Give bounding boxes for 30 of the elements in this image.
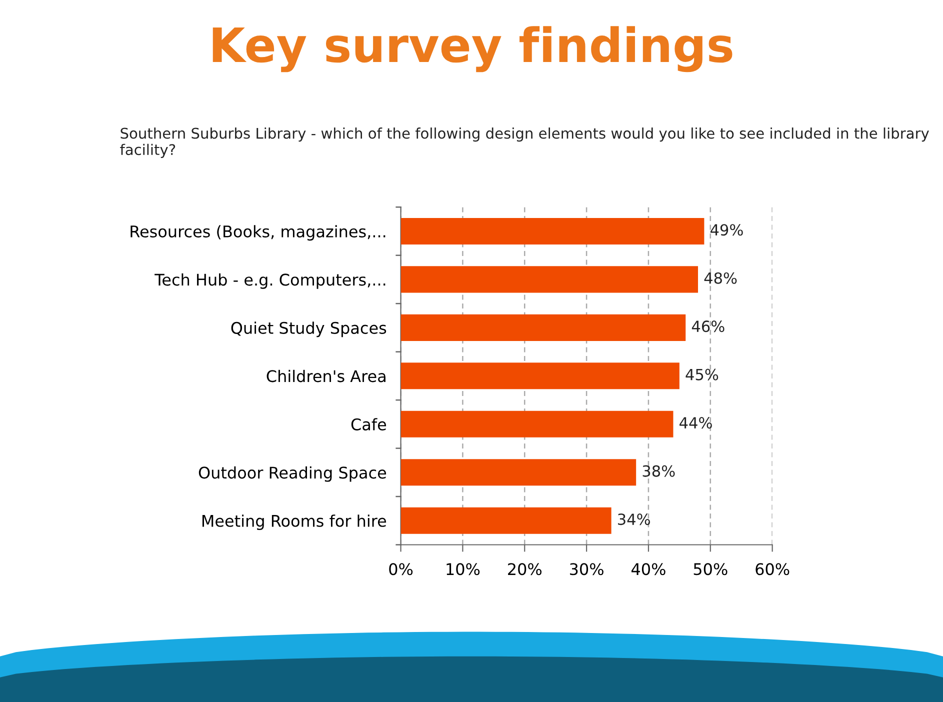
- y-tick-label: Children's Area: [266, 370, 386, 382]
- y-tick-label: Quiet Study Spaces: [231, 322, 386, 338]
- data-label: 48%: [704, 272, 737, 284]
- chart-title: Key survey findings: [212, 26, 732, 72]
- x-tick-label: 0%: [389, 563, 413, 576]
- x-tick-label: 30%: [570, 563, 604, 576]
- bar: [400, 314, 686, 341]
- data-label: 49%: [710, 224, 743, 236]
- x-tick-label: 10%: [446, 563, 480, 576]
- y-tick-label: Tech Hub - e.g. Computers,...: [154, 273, 386, 289]
- bar: [400, 362, 680, 390]
- bar: [400, 507, 612, 534]
- data-label: 44%: [680, 417, 712, 429]
- x-tick-label: 60%: [756, 563, 790, 576]
- chart-subtitle: Southern Suburbs Library - which of the following design elements would you like to see included in the library facility?: [120, 128, 929, 158]
- x-tick-label: 50%: [694, 563, 728, 576]
- bar: [400, 410, 674, 438]
- y-tick-label: Resources (Books, magazines,...: [130, 225, 386, 241]
- data-label: 34%: [618, 514, 650, 526]
- x-tick-label: 40%: [632, 563, 666, 576]
- bar: [400, 459, 636, 486]
- y-tick-label: Outdoor Reading Space: [198, 466, 386, 482]
- data-label: 38%: [642, 465, 675, 477]
- y-tick-label: Cafe: [351, 418, 386, 430]
- bar: [400, 266, 698, 293]
- data-label: 46%: [692, 320, 724, 332]
- data-label: 45%: [686, 368, 718, 380]
- y-tick-label: Meeting Rooms for hire: [202, 514, 386, 530]
- bar: [400, 218, 704, 244]
- x-tick-label: 20%: [508, 563, 542, 576]
